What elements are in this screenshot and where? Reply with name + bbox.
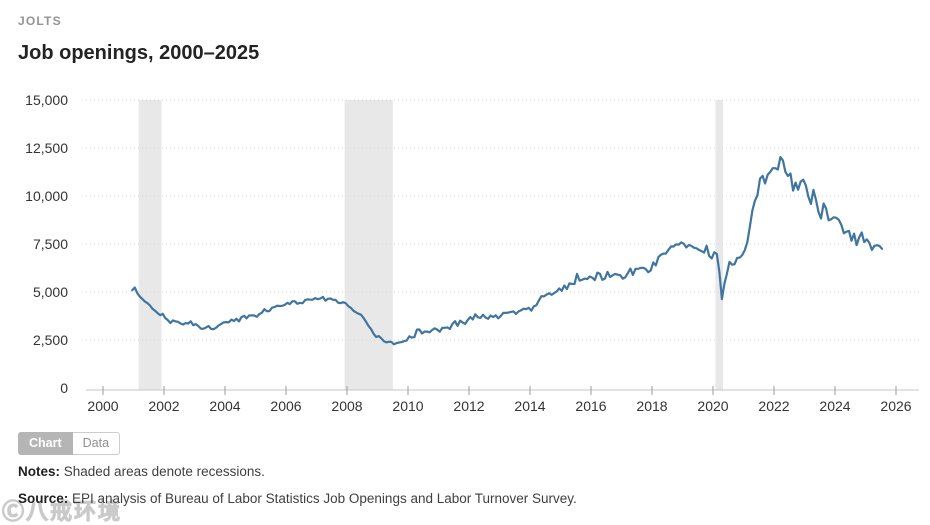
recession-band bbox=[138, 100, 162, 390]
x-axis-tick-label: 2010 bbox=[392, 398, 423, 414]
source-text: EPI analysis of Bureau of Labor Statisti… bbox=[68, 491, 577, 506]
x-axis-tick-label: 2020 bbox=[697, 398, 728, 414]
x-axis-tick-label: 2026 bbox=[880, 398, 911, 414]
chart-kicker: JOLTS bbox=[18, 14, 62, 28]
chart-tab-button[interactable]: Chart bbox=[18, 432, 73, 455]
notes-line: Notes: Shaded areas denote recessions. bbox=[18, 464, 265, 479]
x-axis-tick-label: 2000 bbox=[87, 398, 118, 414]
x-axis-tick-label: 2016 bbox=[575, 398, 606, 414]
y-axis-tick-label: 15,000 bbox=[25, 92, 68, 108]
notes-label: Notes: bbox=[18, 464, 61, 479]
x-axis-tick-label: 2018 bbox=[636, 398, 667, 414]
x-axis-tick-label: 2024 bbox=[819, 398, 850, 414]
chart-plot-area[interactable] bbox=[86, 100, 919, 390]
job-openings-series-line bbox=[131, 156, 884, 346]
data-tab-button[interactable]: Data bbox=[72, 432, 121, 455]
x-axis-tick-label: 2022 bbox=[758, 398, 789, 414]
y-axis-tick-label: 5,000 bbox=[33, 284, 68, 300]
source-line: Source: EPI analysis of Bureau of Labor … bbox=[18, 491, 577, 506]
y-axis-tick-label: 10,000 bbox=[25, 188, 68, 204]
x-axis-tick-label: 2008 bbox=[331, 398, 362, 414]
y-axis-tick-label: 7,500 bbox=[33, 236, 68, 252]
y-axis-tick-label: 0 bbox=[60, 380, 68, 396]
y-axis-tick-label: 2,500 bbox=[33, 332, 68, 348]
x-axis-tick-label: 2012 bbox=[453, 398, 484, 414]
x-axis-tick-label: 2014 bbox=[514, 398, 545, 414]
recession-band bbox=[715, 100, 723, 390]
watermark: Ⓒ八戒环境 bbox=[1, 499, 123, 525]
x-axis-tick-label: 2006 bbox=[270, 398, 301, 414]
chart-data-toggle: Chart Data bbox=[18, 432, 121, 455]
notes-text: Shaded areas denote recessions. bbox=[60, 464, 265, 479]
x-axis-tick-label: 2004 bbox=[209, 398, 240, 414]
y-axis-tick-label: 12,500 bbox=[25, 140, 68, 156]
x-axis-tick-label: 2002 bbox=[148, 398, 179, 414]
source-label: Source: bbox=[18, 491, 69, 506]
page-title: Job openings, 2000–2025 bbox=[18, 42, 260, 64]
